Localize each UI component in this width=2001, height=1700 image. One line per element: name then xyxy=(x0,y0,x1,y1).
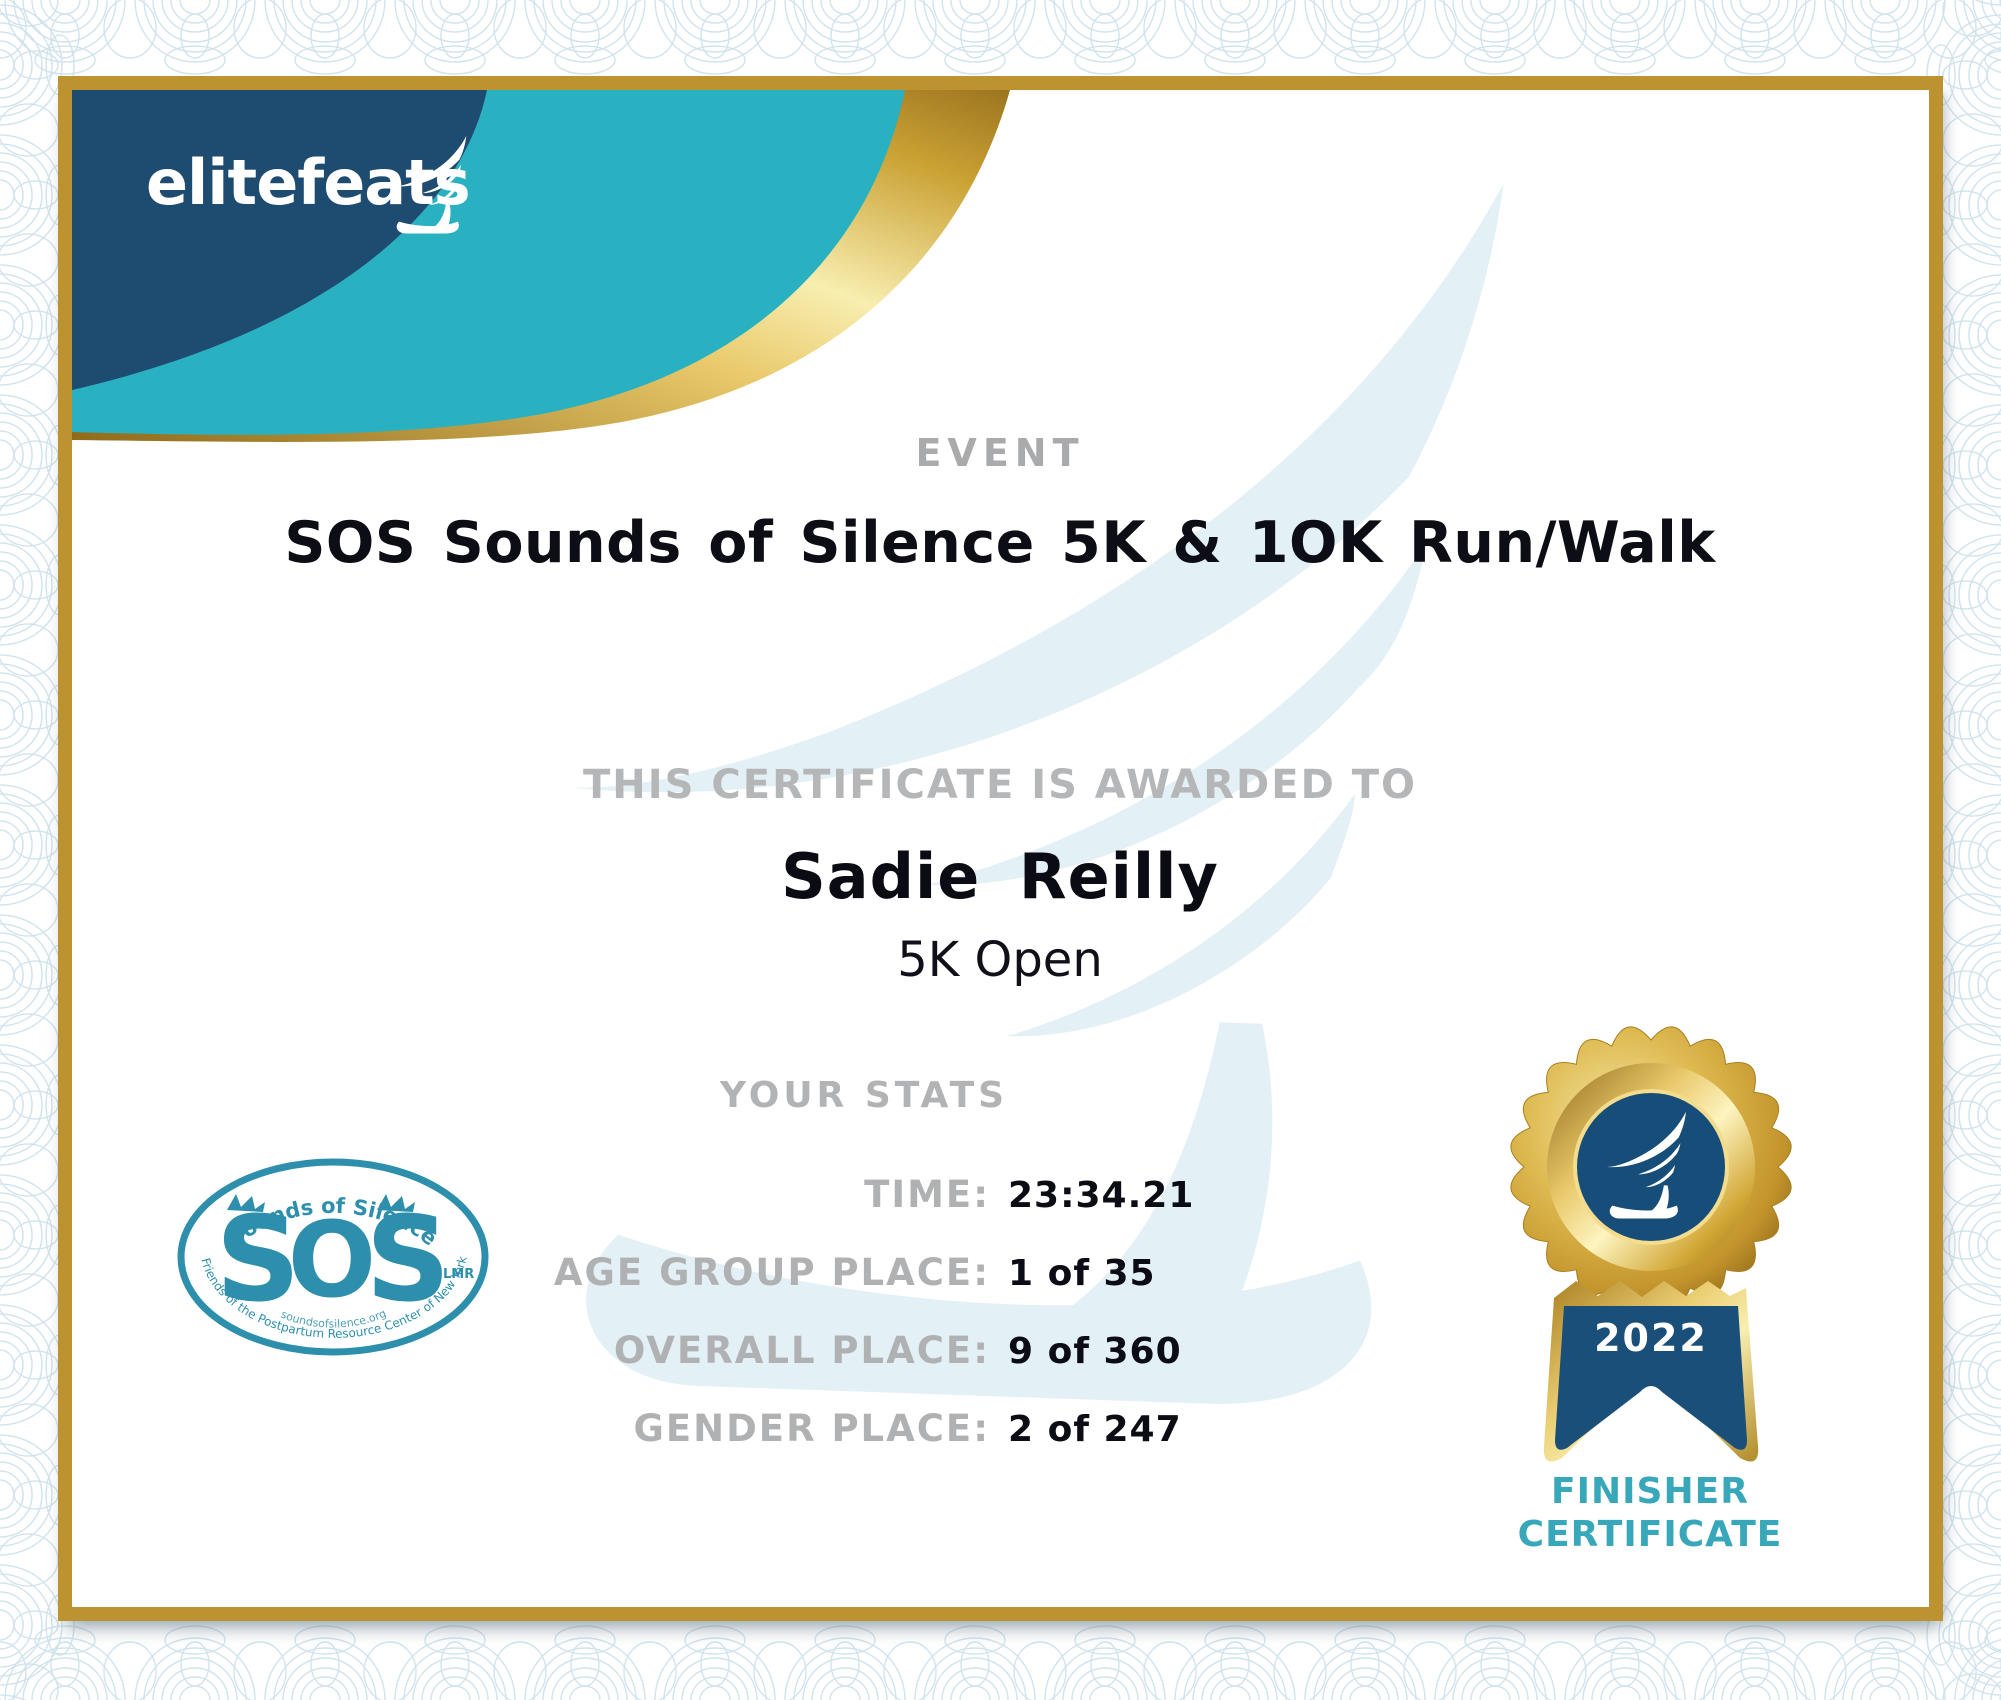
event-title: SOS Sounds of Silence 5K & 1OK Run/Walk xyxy=(284,510,1716,576)
stats-heading: YOUR STATS xyxy=(719,1075,1009,1116)
sos-letters: S O S xyxy=(216,1190,451,1328)
stat-row-overall-place: OVERALL PLACE: 9 of 360 xyxy=(72,1332,1572,1370)
sos-suffix: LMR xyxy=(443,1267,474,1282)
stats-list: TIME: 23:34.21 AGE GROUP PLACE: 1 of 35 … xyxy=(72,1176,1572,1488)
stat-value: 2 of 247 xyxy=(1008,1409,1182,1450)
stat-value: 1 of 35 xyxy=(1008,1253,1156,1294)
awarded-intro: THIS CERTIFICATE IS AWARDED TO xyxy=(583,762,1417,808)
medal-center xyxy=(1577,1093,1725,1241)
sos-letter-s2: S xyxy=(366,1190,451,1328)
finisher-medal: 2022 xyxy=(1510,1026,1792,1462)
finisher-line2: CERTIFICATE xyxy=(1517,1514,1783,1556)
finisher-caption: FINISHER CERTIFICATE xyxy=(1518,1470,1783,1556)
stat-row-gender-place: GENDER PLACE: 2 of 247 xyxy=(72,1410,1572,1448)
stat-row-time: TIME: 23:34.21 xyxy=(72,1176,1572,1214)
header-swoosh xyxy=(72,90,1010,442)
brand-logo-text: elitefeats xyxy=(146,146,471,219)
seahorse-mane-right xyxy=(377,1194,415,1212)
stat-label: GENDER PLACE: xyxy=(633,1407,990,1450)
sos-letter-s1: S xyxy=(216,1190,301,1328)
navy-swoosh xyxy=(72,90,487,390)
ribbon-navy-body xyxy=(1555,1306,1747,1450)
recipient-name: Sadie Reilly xyxy=(781,840,1219,913)
stat-label: AGE GROUP PLACE: xyxy=(553,1251,990,1294)
medal-ribbon: 2022 xyxy=(1543,1281,1759,1462)
stat-label: OVERALL PLACE: xyxy=(613,1329,990,1372)
sos-letter-o: O xyxy=(288,1199,376,1321)
stat-value: 9 of 360 xyxy=(1008,1331,1182,1372)
sos-logo: Sounds of Silence S O S LMR Friends of t… xyxy=(177,1158,489,1356)
stat-row-age-group-place: AGE GROUP PLACE: 1 of 35 xyxy=(72,1254,1572,1292)
seahorse-mane-left xyxy=(227,1194,265,1212)
recipient-division: 5K Open xyxy=(897,932,1103,988)
stat-value: 23:34.21 xyxy=(1008,1175,1195,1216)
finisher-line1: FINISHER xyxy=(1551,1471,1749,1512)
event-label: EVENT xyxy=(915,431,1085,475)
stat-label: TIME: xyxy=(864,1173,990,1216)
ribbon-year: 2022 xyxy=(1594,1316,1708,1360)
